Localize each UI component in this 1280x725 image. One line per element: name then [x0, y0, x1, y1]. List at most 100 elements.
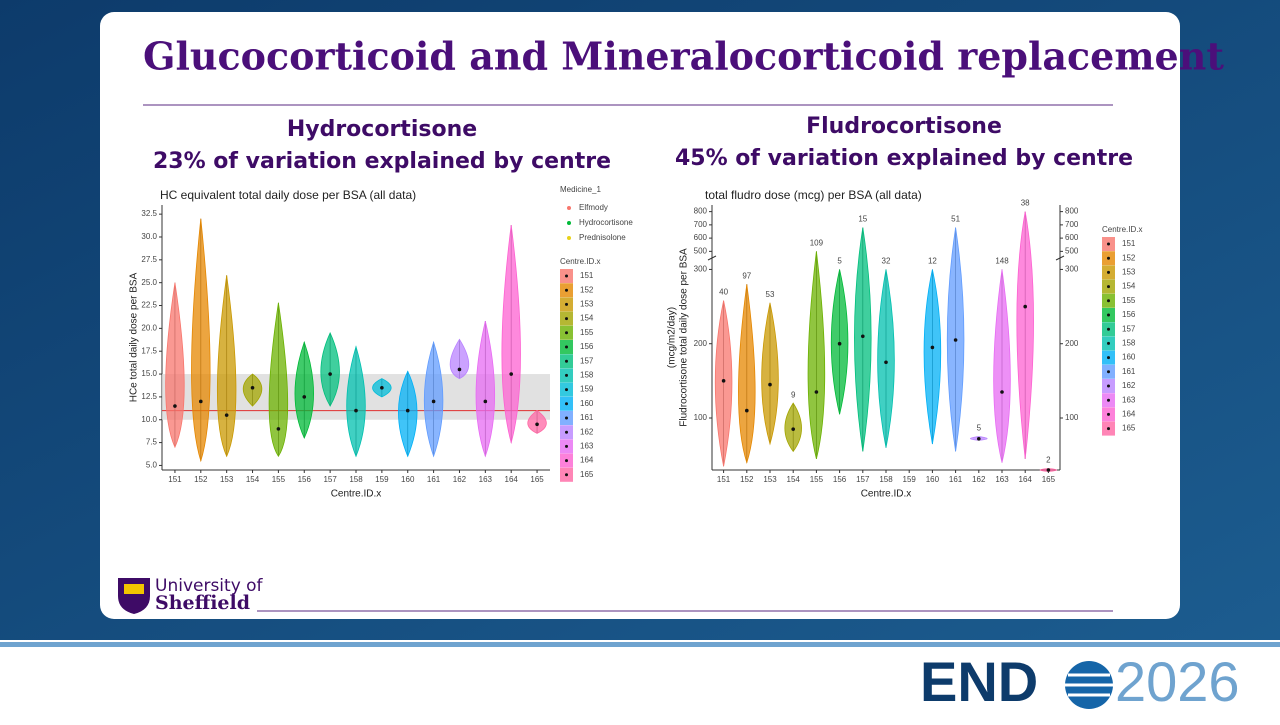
legend-label: 157 — [580, 356, 594, 365]
count-label: 32 — [882, 257, 891, 266]
legend-dot — [565, 416, 568, 420]
heading: 45% of variation explained by centre — [675, 146, 1133, 171]
x-axis-label: Centre.ID.x — [331, 489, 382, 500]
violin — [714, 300, 733, 467]
x-tick-label: 158 — [349, 475, 363, 484]
legend-label: 161 — [1122, 367, 1136, 376]
median-point — [483, 399, 488, 404]
x-tick-label: 157 — [323, 475, 337, 484]
globe-lines — [1065, 673, 1113, 697]
legend-dot — [1107, 313, 1110, 317]
legend-dot — [565, 402, 568, 406]
median-point — [1000, 390, 1004, 394]
violin — [807, 251, 826, 459]
x-tick-label: 162 — [453, 475, 467, 484]
endo-logo: 2026 — [1115, 650, 1240, 713]
x-tick-label: 159 — [903, 475, 917, 484]
x-tick-label: 154 — [246, 475, 260, 484]
violin — [294, 340, 314, 439]
median-point — [953, 338, 958, 342]
legend-dot — [565, 359, 568, 363]
legend-label: 152 — [1122, 253, 1136, 262]
legend-symbol — [567, 206, 571, 210]
count-label: 5 — [977, 424, 982, 433]
violin — [877, 269, 895, 448]
count-label: 53 — [766, 290, 775, 299]
legend-label: 156 — [580, 342, 594, 351]
x-tick-label: 154 — [787, 475, 801, 484]
y2-tick-label: 700 — [1065, 220, 1079, 229]
legend-label: Prednisolone — [579, 233, 626, 242]
y-tick-label: 5.0 — [146, 461, 158, 470]
violin — [346, 345, 366, 458]
legend-dot — [1107, 356, 1110, 360]
x-tick-label: 165 — [530, 475, 544, 484]
x-axis-label: Centre.ID.x — [861, 489, 912, 500]
legend-label: 160 — [1122, 353, 1136, 362]
y-tick-label: 32.5 — [141, 209, 157, 218]
legend-dot — [565, 302, 568, 306]
median-point — [535, 422, 539, 427]
x-tick-label: 164 — [505, 475, 519, 484]
legend-label: 162 — [1122, 381, 1136, 390]
median-point — [431, 399, 436, 404]
violin — [423, 340, 444, 458]
endo-logo: END — [920, 650, 1038, 713]
legend-dot — [1107, 270, 1110, 274]
y-tick-label: 7.5 — [146, 438, 158, 447]
y-tick-label: 600 — [694, 233, 708, 242]
y-tick-label: 30.0 — [141, 232, 157, 241]
y2-tick-label: 800 — [1065, 207, 1079, 216]
card — [100, 12, 1180, 619]
legend-label: 154 — [1122, 282, 1136, 291]
legend-label: 153 — [580, 300, 594, 309]
x-tick-label: 160 — [401, 475, 415, 484]
legend-label: Hydrocortisone — [579, 218, 633, 227]
median-point — [224, 413, 229, 417]
legend-dot — [1107, 299, 1110, 303]
legend-label: 164 — [580, 456, 594, 465]
y2-tick-label: 100 — [1065, 413, 1079, 422]
legend-dot — [1107, 242, 1110, 246]
legend-dot — [565, 274, 568, 278]
legend-dot — [1107, 427, 1110, 431]
x-tick-label: 158 — [879, 475, 893, 484]
median-point — [380, 385, 384, 390]
university-name: Sheffield — [155, 592, 250, 614]
legend-label: 164 — [1122, 410, 1136, 419]
legend-title: Centre.ID.x — [1102, 225, 1142, 234]
y-tick-label: 10.0 — [141, 415, 157, 424]
count-label: 97 — [742, 271, 751, 280]
legend-symbol — [567, 221, 571, 225]
x-tick-label: 157 — [856, 475, 870, 484]
legend-dot — [565, 317, 568, 321]
violin — [191, 218, 211, 463]
median-point — [405, 408, 410, 413]
legend-label: 158 — [1122, 339, 1136, 348]
x-tick-label: 163 — [995, 475, 1009, 484]
violin — [242, 373, 263, 407]
chart-title: HC equivalent total daily dose per BSA (… — [160, 188, 416, 202]
legend-dot — [1107, 341, 1110, 345]
legend-label: 151 — [1122, 239, 1136, 248]
y-tick-label: 100 — [694, 413, 708, 422]
y-tick-label: 25.0 — [141, 278, 157, 287]
median-point — [768, 382, 772, 387]
median-point — [1046, 468, 1051, 472]
axis-break — [707, 255, 717, 261]
legend-label: 154 — [580, 314, 594, 323]
y2-tick-label: 500 — [1065, 246, 1079, 255]
legend-label: 161 — [580, 413, 594, 422]
legend-dot — [565, 331, 568, 335]
median-point — [930, 345, 935, 350]
footer-stripe — [0, 642, 1280, 647]
count-label: 109 — [810, 238, 824, 247]
median-point — [721, 379, 726, 383]
violin — [320, 331, 340, 407]
violin — [475, 320, 496, 458]
violin — [165, 282, 185, 449]
violin — [501, 225, 521, 445]
median-point — [328, 372, 332, 376]
violin — [527, 410, 547, 434]
x-tick-label: 155 — [272, 475, 286, 484]
